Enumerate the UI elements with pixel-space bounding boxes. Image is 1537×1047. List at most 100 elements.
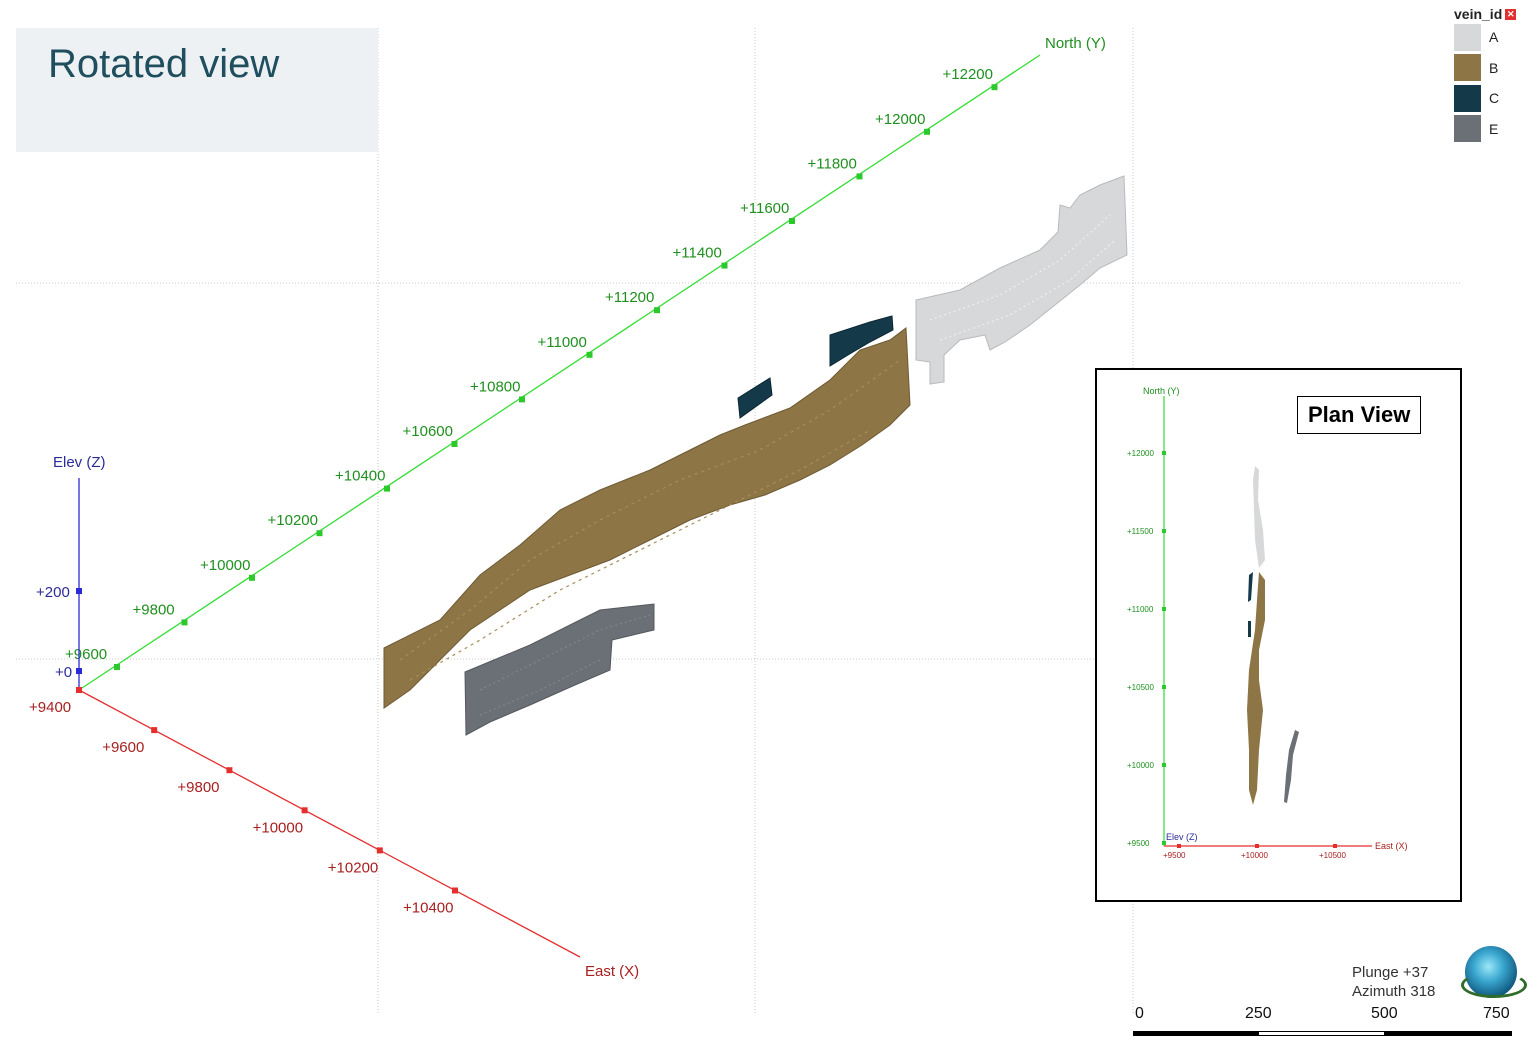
vein-c-body-large[interactable] (829, 315, 894, 367)
plan-vein-e (1284, 730, 1299, 803)
north-tick-label: +9600 (65, 646, 107, 663)
north-tick-marker (991, 84, 998, 91)
scale-segment-3 (1384, 1031, 1512, 1036)
plan-x-tick-marker (1177, 844, 1181, 848)
plan-north-label: North (Y) (1143, 386, 1180, 396)
east-tick-marker (151, 727, 158, 734)
east-tick-label: +9400 (29, 699, 71, 716)
north-tick-marker (924, 128, 930, 135)
elev-axis-label: Elev (Z) (53, 454, 106, 471)
plan-y-tick-label: +12000 (1127, 449, 1154, 458)
plan-y-tick-label: +9500 (1127, 839, 1150, 848)
north-tick-marker (586, 351, 593, 358)
north-tick-marker (519, 396, 525, 403)
east-tick-label: +10200 (328, 859, 378, 876)
legend-item-c[interactable]: C (1450, 83, 1530, 114)
plan-y-tick-marker (1162, 607, 1166, 611)
east-tick-marker (376, 847, 383, 854)
elev-tick-marker (76, 668, 82, 674)
elev-tick-marker (76, 588, 82, 594)
plan-y-tick-marker (1162, 685, 1166, 689)
east-tick-marker (301, 807, 308, 814)
plan-y-tick-marker (1162, 763, 1166, 767)
legend-title: vein_id (1454, 6, 1503, 22)
legend-swatch-a (1454, 23, 1481, 51)
origin-marker (76, 687, 82, 693)
azimuth-text: Azimuth 318 (1352, 983, 1436, 1000)
legend-swatch-b (1454, 54, 1481, 82)
globe-ring-icon (1461, 972, 1527, 998)
east-tick-marker (452, 887, 458, 894)
east-tick-label: +10000 (253, 819, 303, 836)
vein-b-body[interactable] (383, 327, 911, 709)
north-tick-label: +11000 (538, 334, 587, 351)
east-tick-label: +10400 (403, 900, 453, 917)
east-tick-label: +9800 (177, 779, 219, 796)
north-tick-marker (654, 307, 660, 314)
plan-y-tick-marker (1162, 451, 1166, 455)
scale-segment-1 (1133, 1031, 1258, 1036)
close-icon[interactable]: ✕ (1505, 8, 1517, 20)
legend-header: vein_id ✕ (1454, 6, 1530, 22)
view-title: Rotated view (48, 42, 280, 86)
plan-vein-a (1253, 466, 1265, 568)
vein-bodies[interactable] (383, 175, 1128, 736)
plan-y-tick-label: +10000 (1127, 761, 1154, 770)
plan-vein-c-2 (1248, 621, 1251, 637)
east-axis-label: East (X) (585, 963, 639, 980)
plan-vein-b (1247, 572, 1265, 805)
north-tick-marker (249, 574, 255, 581)
plan-vein-c-1 (1248, 572, 1253, 602)
vein-a-body[interactable] (915, 175, 1128, 385)
legend-swatch-e (1454, 115, 1481, 143)
scale-label-250: 250 (1245, 1005, 1272, 1022)
north-tick-label: +11600 (740, 200, 789, 217)
orientation-globe-icon[interactable] (1461, 946, 1527, 998)
plan-x-tick-label: +10500 (1319, 851, 1346, 860)
vein-b-texture (399, 359, 901, 681)
plan-y-tick-label: +10500 (1127, 683, 1154, 692)
east-axis: +9400 +9600 +9800 +10000 +10200 +10400 East (… (29, 687, 639, 980)
elev-axis: +0 +200 Elev (Z) (36, 454, 106, 690)
north-tick-marker (114, 664, 120, 670)
legend-item-a[interactable]: A (1450, 22, 1530, 53)
vein-e-body[interactable] (464, 603, 655, 736)
north-tick-marker (316, 530, 323, 537)
plan-x-tick-label: +10000 (1241, 851, 1268, 860)
scale-label-0: 0 (1135, 1005, 1144, 1022)
north-tick-label: +10000 (200, 557, 250, 574)
vein-c-body-small[interactable] (737, 377, 773, 419)
plan-elev-label: Elev (Z) (1166, 832, 1198, 842)
vein-legend: vein_id ✕ A B C E (1450, 6, 1530, 144)
plan-x-tick-label: +9500 (1163, 851, 1186, 860)
north-tick-marker (451, 441, 458, 447)
elev-tick-label: +200 (36, 584, 70, 601)
north-tick-label: +10200 (268, 512, 318, 529)
plan-y-tick-label: +11500 (1127, 527, 1154, 536)
title-panel (16, 28, 378, 152)
plunge-text: Plunge +37 (1352, 964, 1429, 981)
north-tick-marker (384, 485, 390, 492)
north-tick-label: +10400 (335, 468, 385, 485)
legend-label-c: C (1489, 90, 1500, 107)
plan-y-tick-marker (1162, 841, 1166, 845)
north-tick-marker (789, 218, 795, 224)
plan-view-inset[interactable]: +12000 +11500 +11000 +10500 +10000 +9500 +950… (1095, 368, 1462, 902)
legend-item-e[interactable]: E (1450, 114, 1530, 145)
plan-view-label: Plan View (1297, 396, 1422, 434)
scale-bar: 0 250 500 750 (1133, 1005, 1513, 1045)
legend-item-b[interactable]: B (1450, 53, 1530, 84)
north-tick-label: +11400 (673, 245, 722, 262)
legend-swatch-c (1454, 84, 1481, 112)
scale-label-750: 750 (1483, 1005, 1510, 1022)
orientation-readout: Plunge +37 Azimuth 318 (1352, 963, 1435, 1001)
legend-label-a: A (1489, 29, 1499, 46)
north-tick-marker (721, 262, 728, 269)
north-tick-label: +11200 (605, 289, 654, 306)
east-tick-marker (226, 767, 233, 774)
north-tick-label: +9800 (133, 601, 175, 618)
north-tick-label: +11800 (808, 155, 857, 172)
plan-view-plot: +12000 +11500 +11000 +10500 +10000 +9500 +950… (1127, 386, 1408, 860)
north-tick-marker (856, 173, 863, 180)
